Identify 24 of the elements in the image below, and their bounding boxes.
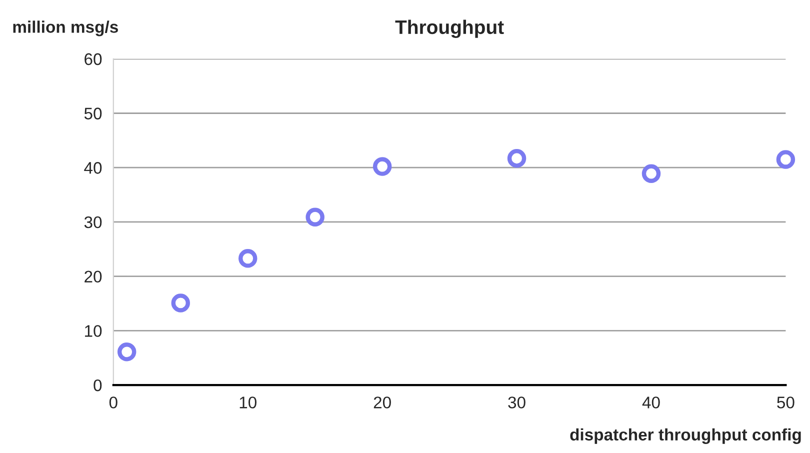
x-tick-label: 50	[777, 396, 794, 408]
point	[238, 249, 258, 268]
point	[642, 164, 661, 183]
x-tick-label: 10	[240, 396, 256, 408]
x-axis-title: dispatcher throughput config	[570, 428, 801, 444]
x-tick-label: 20	[374, 396, 391, 408]
x-tick-label: 40	[642, 396, 660, 408]
chart-title: Throughput	[395, 20, 504, 38]
x-tick-label: 30	[508, 396, 526, 408]
y-tick-label: 50	[84, 108, 102, 120]
point	[372, 157, 392, 176]
y-tick-label: 10	[85, 325, 102, 337]
y-tick-label: 20	[84, 270, 102, 283]
y-tick-label: 0	[94, 379, 102, 392]
y-axis-title: million msg/s	[13, 20, 118, 36]
y-tick-label: 30	[84, 216, 102, 228]
point	[306, 208, 324, 226]
y-tick-label: 60	[84, 53, 102, 66]
y-tick-label: 40	[84, 162, 102, 174]
x-tick-label: 0	[109, 396, 118, 408]
point	[117, 342, 136, 362]
point	[171, 294, 190, 312]
point	[507, 149, 526, 168]
point	[776, 150, 796, 169]
